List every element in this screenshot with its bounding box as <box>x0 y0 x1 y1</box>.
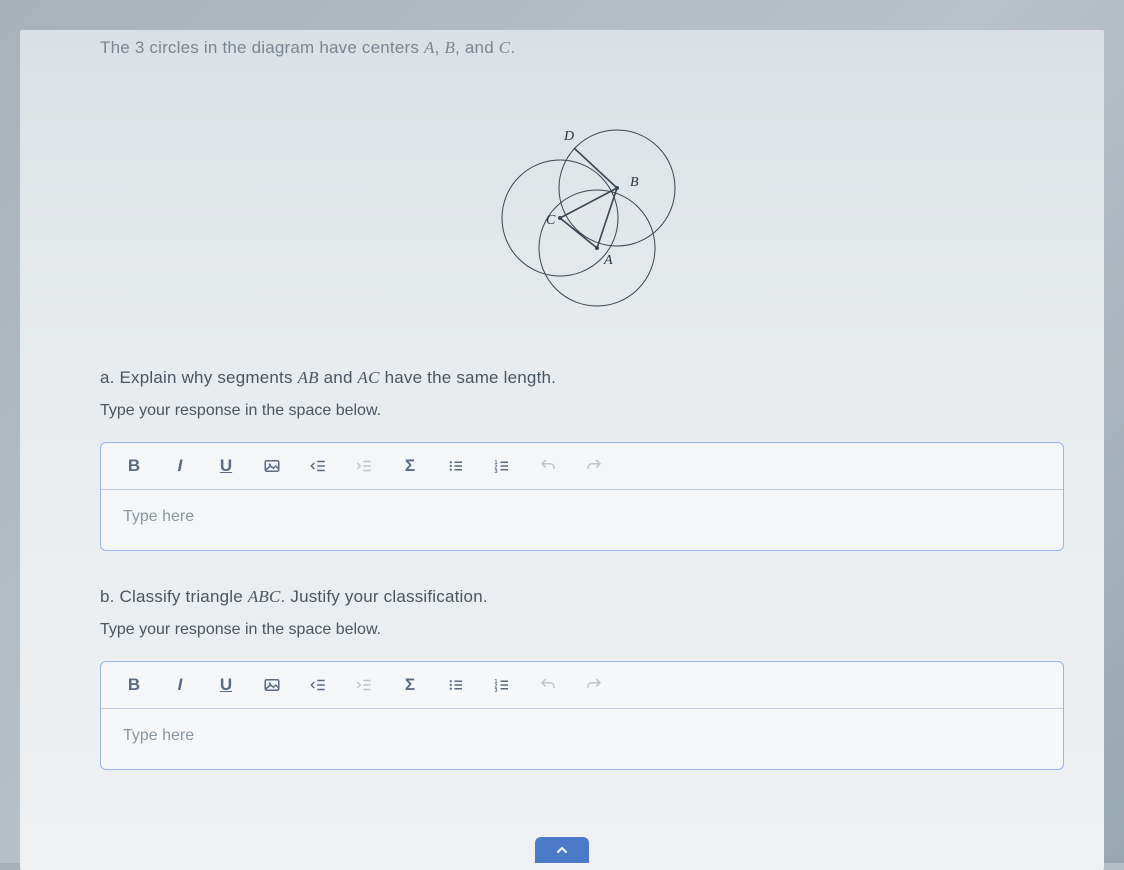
svg-text:D: D <box>563 129 574 144</box>
svg-text:B: B <box>630 175 639 190</box>
bullet-list-button[interactable] <box>445 674 467 696</box>
number-list-icon: 123 <box>493 676 511 694</box>
toolbar-b: B I U Σ 123 <box>101 662 1063 709</box>
svg-text:C: C <box>546 213 556 228</box>
redo-button[interactable] <box>583 674 605 696</box>
indent-button[interactable] <box>353 455 375 477</box>
image-button[interactable] <box>261 674 283 696</box>
intro-prefix: The 3 circles in the diagram have center… <box>100 38 424 57</box>
indent-icon <box>355 676 373 694</box>
scroll-hint[interactable] <box>535 837 589 863</box>
instruction-b: Type your response in the space below. <box>100 621 1064 639</box>
bold-button[interactable]: B <box>123 455 145 477</box>
undo-button[interactable] <box>537 455 559 477</box>
intro-a: A <box>424 38 435 57</box>
italic-button[interactable]: I <box>169 674 191 696</box>
outdent-button[interactable] <box>307 674 329 696</box>
question-a-text: a. Explain why segments AB and AC have t… <box>100 368 1064 388</box>
qb-prefix: b. Classify triangle <box>100 587 248 606</box>
image-icon <box>263 457 281 475</box>
redo-icon <box>585 457 603 475</box>
instruction-a: Type your response in the space below. <box>100 402 1064 420</box>
undo-icon <box>539 676 557 694</box>
chevron-up-icon <box>554 842 570 858</box>
qa-seg1: AB <box>298 368 319 387</box>
sigma-button[interactable]: Σ <box>399 455 421 477</box>
bullet-list-button[interactable] <box>445 455 467 477</box>
qa-seg2: AC <box>358 368 380 387</box>
underline-button[interactable]: U <box>215 455 237 477</box>
svg-text:A: A <box>603 253 613 268</box>
bullet-list-icon <box>447 457 465 475</box>
page-content: The 3 circles in the diagram have center… <box>20 30 1104 870</box>
image-icon <box>263 676 281 694</box>
qb-suffix: . Justify your classification. <box>281 587 488 606</box>
indent-button[interactable] <box>353 674 375 696</box>
italic-button[interactable]: I <box>169 455 191 477</box>
question-b-block: b. Classify triangle ABC. Justify your c… <box>100 587 1064 770</box>
intro-suffix: . <box>510 38 515 57</box>
intro-c: C <box>499 38 511 57</box>
outdent-icon <box>309 676 327 694</box>
outdent-icon <box>309 457 327 475</box>
editor-a: B I U Σ 123 <box>100 442 1064 551</box>
bold-button[interactable]: B <box>123 674 145 696</box>
qa-suffix: have the same length. <box>380 368 556 387</box>
indent-icon <box>355 457 373 475</box>
undo-button[interactable] <box>537 674 559 696</box>
toolbar-a: B I U Σ 123 <box>101 443 1063 490</box>
qa-mid: and <box>319 368 358 387</box>
bullet-list-icon <box>447 676 465 694</box>
redo-icon <box>585 676 603 694</box>
qa-prefix: a. Explain why segments <box>100 368 298 387</box>
editor-b-body[interactable]: Type here <box>101 709 1063 769</box>
underline-button[interactable]: U <box>215 674 237 696</box>
editor-a-body[interactable]: Type here <box>101 490 1063 550</box>
svg-text:3: 3 <box>495 469 498 475</box>
image-button[interactable] <box>261 455 283 477</box>
diagram-container: A B C D <box>100 68 1064 348</box>
number-list-button[interactable]: 123 <box>491 455 513 477</box>
intro-sep2: , and <box>455 38 499 57</box>
redo-button[interactable] <box>583 455 605 477</box>
editor-b: B I U Σ 123 <box>100 661 1064 770</box>
question-a-block: a. Explain why segments AB and AC have t… <box>100 368 1064 551</box>
number-list-icon: 123 <box>493 457 511 475</box>
outdent-button[interactable] <box>307 455 329 477</box>
intro-text: The 3 circles in the diagram have center… <box>100 38 1064 58</box>
svg-text:3: 3 <box>495 688 498 694</box>
qb-tri: ABC <box>248 587 281 606</box>
intro-b: B <box>444 38 455 57</box>
diagram-svg: A B C D <box>442 68 722 348</box>
number-list-button[interactable]: 123 <box>491 674 513 696</box>
intro-sep1: , <box>435 38 445 57</box>
undo-icon <box>539 457 557 475</box>
sigma-button[interactable]: Σ <box>399 674 421 696</box>
circle-diagram: A B C D <box>442 68 722 348</box>
question-b-text: b. Classify triangle ABC. Justify your c… <box>100 587 1064 607</box>
